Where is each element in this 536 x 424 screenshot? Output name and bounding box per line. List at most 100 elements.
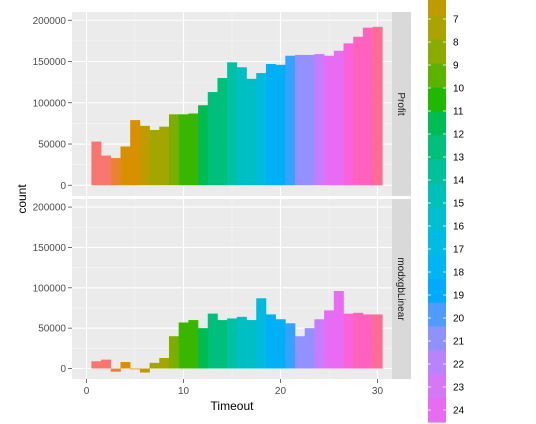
bar (353, 312, 364, 369)
y-axes: 0 50000 100000 150000 200000 0 50000 100000 1500… (33, 16, 72, 375)
bar (256, 73, 267, 186)
colorbar-segment (428, 0, 446, 17)
bar (207, 313, 218, 369)
legend-label: 19 (453, 291, 465, 302)
bar (149, 129, 160, 186)
bar (168, 114, 179, 186)
bar (178, 322, 189, 369)
bar (207, 92, 218, 186)
colorbar-segment (428, 374, 446, 399)
bar (91, 361, 102, 369)
y-tick-label: 0 (60, 181, 66, 192)
strip-label: modxgbLinear (395, 257, 406, 321)
bar (101, 359, 112, 369)
colorbar-segment (428, 230, 446, 256)
x-axis-title: Timeout (211, 399, 255, 413)
bar (275, 64, 286, 186)
bar (324, 310, 335, 369)
bar (353, 36, 364, 186)
bar (295, 336, 306, 369)
legend: 6 7 8 9 10 11 12 13 14 15 16 17 18 19 20 21 22 23 24 (428, 0, 465, 423)
colorbar-segment (428, 183, 446, 208)
colorbar-segment (428, 159, 446, 184)
bar (188, 113, 199, 186)
bar (139, 368, 150, 373)
legend-label: 12 (453, 130, 465, 141)
bar (343, 313, 354, 369)
bar (159, 358, 170, 369)
panel-modxgbLinear (72, 199, 392, 379)
bar (372, 314, 383, 369)
bar (236, 316, 247, 369)
bar (362, 27, 373, 186)
bar (217, 78, 228, 186)
y-tick-label: 150000 (33, 57, 67, 68)
strip-label: Profit (395, 92, 406, 116)
bar (168, 336, 179, 369)
strip-background (392, 199, 411, 379)
legend-label: 14 (453, 176, 465, 187)
colorbar-segment (428, 302, 446, 328)
legend-label: 23 (453, 383, 465, 394)
y-tick-label: 200000 (33, 16, 67, 27)
y-axis-title: count (15, 184, 29, 214)
bar (314, 319, 325, 369)
legend-label: 22 (453, 360, 465, 371)
bar (304, 328, 315, 369)
legend-label: 9 (453, 61, 459, 72)
bar (120, 146, 131, 186)
bar (149, 362, 160, 369)
x-tick-label: 20 (275, 386, 287, 397)
bar (314, 54, 325, 186)
colorbar-segment (428, 39, 446, 65)
bar (198, 328, 209, 369)
colorbar-segment (428, 326, 446, 351)
bar (110, 368, 121, 372)
bar (295, 54, 306, 186)
y-tick-label: 50000 (38, 324, 66, 335)
legend-label: 17 (453, 245, 465, 256)
bar (110, 158, 121, 186)
colorbar-segment (428, 350, 446, 375)
bar (246, 78, 257, 186)
bar (217, 320, 228, 369)
bar (159, 126, 170, 186)
colorbar-segment (428, 111, 446, 136)
colorbar-segment (428, 254, 446, 280)
y-tick-label: 0 (60, 364, 66, 375)
x-tick-label: 10 (178, 386, 190, 397)
bar (139, 125, 150, 186)
legend-label: 18 (453, 268, 465, 279)
bar (130, 368, 141, 370)
bar (343, 43, 354, 186)
bar (101, 155, 112, 186)
x-axis: 0 10 20 30 (84, 379, 384, 397)
y-tick-label: 50000 (38, 140, 66, 151)
bar (130, 120, 141, 186)
legend-label: 10 (453, 84, 465, 95)
bar (178, 114, 189, 186)
y-tick-label: 150000 (33, 243, 67, 254)
colorbar-segment (428, 278, 446, 304)
x-tick-label: 30 (372, 386, 384, 397)
panel-Profit (72, 12, 392, 196)
bar (275, 319, 286, 369)
legend-label: 24 (453, 406, 465, 417)
bar (188, 320, 199, 369)
panels (72, 12, 392, 379)
legend-label: 21 (453, 337, 465, 348)
legend-label: 15 (453, 199, 465, 210)
y-tick-label: 100000 (33, 98, 67, 109)
legend-label: 6 (453, 0, 459, 3)
legend-label: 13 (453, 153, 465, 164)
bar (372, 26, 383, 186)
legend-label: 8 (453, 38, 459, 49)
y-tick-label: 100000 (33, 283, 67, 294)
bar (324, 55, 335, 186)
legend-label: 16 (453, 222, 465, 233)
legend-label: 20 (453, 314, 465, 325)
bar (246, 320, 257, 369)
y-tick-label: 200000 (33, 203, 67, 214)
colorbar-segment (428, 15, 446, 41)
